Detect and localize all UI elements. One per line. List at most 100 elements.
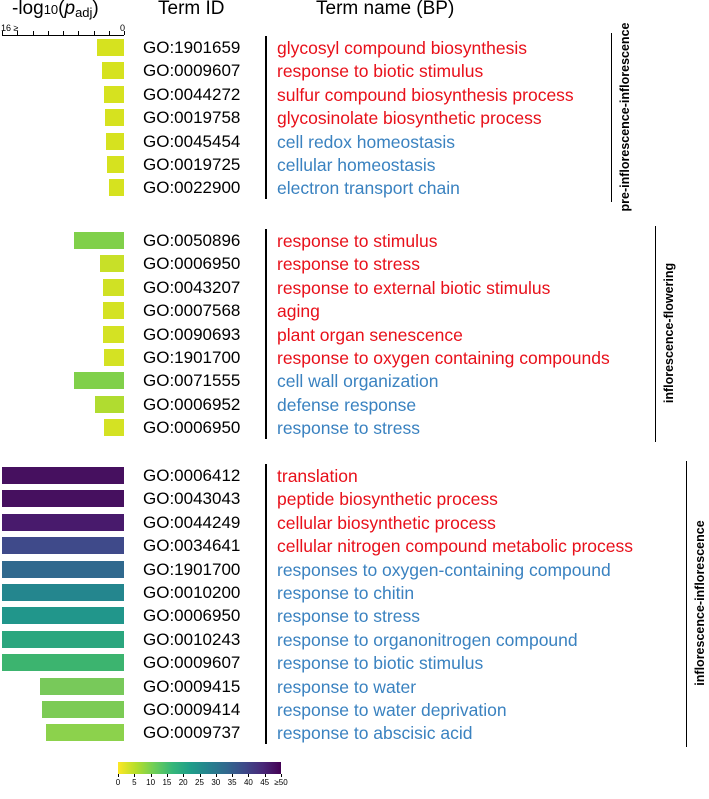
term-id: GO:0044272 (143, 84, 241, 104)
bar[interactable] (2, 560, 124, 578)
bar[interactable] (2, 513, 124, 531)
bar[interactable] (104, 349, 124, 366)
bar[interactable] (104, 109, 124, 127)
top-axis-tick (47, 31, 49, 35)
term-name: glycosyl compound biosynthesis (277, 38, 527, 58)
colorbar-tick (134, 774, 136, 777)
colorbar-tick-label: 0 (115, 778, 121, 787)
bar[interactable] (104, 85, 124, 103)
term-id: GO:0006412 (143, 466, 241, 485)
axis-max-label: 0 (120, 23, 126, 33)
bar[interactable] (103, 302, 124, 320)
top-axis-tick (108, 31, 110, 35)
term-name: peptide biosynthetic process (277, 489, 498, 510)
colorbar-tick-label: 25 (195, 778, 204, 787)
group-bracket-line (611, 33, 612, 203)
term-name: response to stress (277, 418, 420, 439)
term-name: response to oxygen containing compounds (277, 348, 610, 368)
bar[interactable] (95, 395, 124, 413)
bar[interactable] (96, 39, 124, 56)
axis-title-close: ) (92, 0, 99, 19)
top-axis-tick (93, 31, 95, 35)
term-name: response to water deprivation (277, 700, 507, 720)
term-name: cellular homeostasis (277, 155, 436, 175)
term-id: GO:0034641 (143, 536, 241, 556)
bar[interactable] (40, 677, 124, 695)
bar[interactable] (2, 630, 124, 648)
term-name: cell wall organization (277, 371, 439, 392)
bar[interactable] (103, 325, 124, 343)
term-name: response to water (277, 676, 417, 697)
group-label: pre-inflorescence-inflorescence (618, 22, 632, 212)
axis-title: -log10(padj) (12, 0, 99, 20)
colorbar-tick-label: 15 (162, 778, 172, 787)
colorbar-tick (248, 774, 250, 777)
term-name: response to biotic stimulus (277, 61, 484, 82)
term-name: response to stress (277, 254, 420, 275)
term-name: translation (277, 466, 358, 486)
bar[interactable] (102, 278, 124, 296)
bar[interactable] (107, 156, 124, 173)
colorbar-tick (215, 774, 217, 777)
bar[interactable] (41, 701, 124, 718)
term-name: electron transport chain (277, 178, 460, 199)
colorbar-tick (281, 774, 282, 777)
term-id-header: Term ID (158, 0, 225, 19)
term-name: cell redox homeostasis (277, 131, 455, 152)
term-separator-line (265, 464, 267, 745)
term-id: GO:0009415 (143, 676, 241, 696)
bar[interactable] (100, 255, 124, 273)
term-name: responses to oxygen-containing compound (277, 559, 611, 580)
axis-title-base: 10 (43, 2, 59, 17)
term-id: GO:0019725 (143, 155, 241, 174)
axis-title-open: ( (58, 0, 65, 19)
bar[interactable] (104, 419, 124, 437)
bar[interactable] (2, 584, 124, 601)
bar[interactable] (74, 232, 124, 249)
group-bracket-line (686, 461, 687, 748)
term-id: GO:1901659 (143, 38, 241, 57)
colorbar (118, 762, 281, 774)
term-id: GO:0010243 (143, 629, 241, 649)
term-id: GO:0090693 (143, 324, 241, 344)
colorbar-tick-label: 40 (243, 778, 253, 787)
bar[interactable] (2, 654, 124, 672)
bar[interactable] (2, 490, 124, 508)
bar[interactable] (105, 132, 124, 150)
group-label: inflorescence-flowering (662, 262, 676, 404)
bar[interactable] (2, 467, 124, 484)
bar[interactable] (73, 372, 124, 390)
colorbar-tick-label: 5 (132, 778, 137, 787)
colorbar-tick (166, 774, 168, 777)
term-id: GO:0009414 (143, 700, 241, 719)
term-id: GO:0071555 (143, 371, 241, 391)
bar[interactable] (2, 537, 124, 555)
term-name: response to abscisic acid (277, 723, 473, 744)
term-name: glycosinolate biosynthetic process (277, 108, 542, 129)
term-id: GO:0045454 (143, 131, 241, 151)
term-name: defense response (277, 394, 417, 415)
term-id: GO:0006950 (143, 254, 241, 274)
colorbar-tick (264, 774, 266, 777)
top-axis-tick (2, 31, 3, 35)
colorbar-tick-label: 20 (178, 778, 188, 787)
group-bracket-line (655, 226, 656, 443)
colorbar-tick-label: ≥50 (274, 778, 288, 787)
bar[interactable] (108, 179, 124, 197)
colorbar-tick-label: 30 (211, 778, 221, 787)
term-separator-line (265, 229, 267, 440)
term-id: GO:0022900 (143, 178, 241, 198)
colorbar-tick (199, 774, 201, 777)
axis-title-prefix: -log (12, 0, 44, 19)
top-axis-tick (32, 31, 34, 35)
bar[interactable] (46, 724, 124, 742)
term-name: response to stress (277, 606, 420, 627)
colorbar-tick (118, 774, 119, 777)
bar[interactable] (2, 607, 124, 625)
bar[interactable] (101, 62, 124, 80)
term-id: GO:0009607 (143, 61, 241, 81)
term-separator-line (265, 36, 267, 200)
term-name: response to chitin (277, 583, 415, 603)
term-name: sulfur compound biosynthesis process (277, 84, 574, 105)
term-id: GO:0019758 (143, 108, 241, 128)
